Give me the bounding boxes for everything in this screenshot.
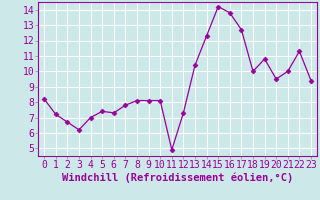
X-axis label: Windchill (Refroidissement éolien,°C): Windchill (Refroidissement éolien,°C) <box>62 173 293 183</box>
